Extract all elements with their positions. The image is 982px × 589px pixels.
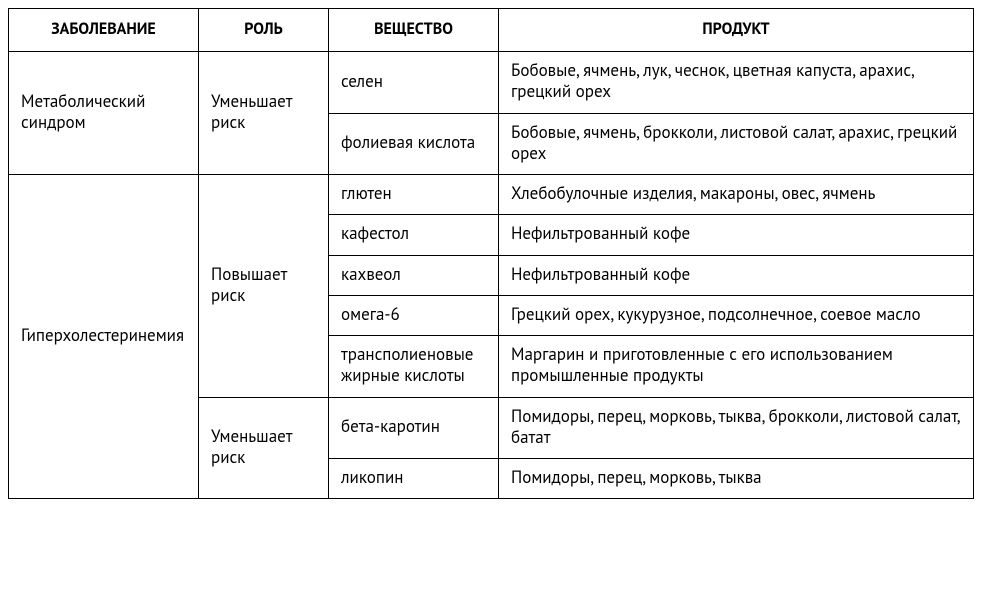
cell-product: Нефильтрованный кофе bbox=[499, 255, 974, 295]
cell-substance: селен bbox=[329, 52, 499, 114]
cell-substance: бета-каротин bbox=[329, 397, 499, 459]
cell-product: Помидоры, перец, морковь, тыква, броккол… bbox=[499, 397, 974, 459]
cell-disease: Гиперхолестери­немия bbox=[9, 175, 199, 499]
table-body: Метаболический синдром Уменьшает риск се… bbox=[9, 52, 974, 499]
table-row: Метаболический синдром Уменьшает риск се… bbox=[9, 52, 974, 114]
cell-substance: омега-6 bbox=[329, 295, 499, 335]
cell-product: Грецкий орех, кукурузное, подсолнечное, … bbox=[499, 295, 974, 335]
cell-disease: Метаболический синдром bbox=[9, 52, 199, 175]
cell-substance: трансполиено­вые жирные кислоты bbox=[329, 336, 499, 398]
cell-role: Уменьшает риск bbox=[199, 397, 329, 499]
cell-substance: кахвеол bbox=[329, 255, 499, 295]
cell-product: Помидоры, перец, морковь, тыква bbox=[499, 459, 974, 499]
col-header-product: ПРОДУКТ bbox=[499, 9, 974, 52]
cell-substance: фолиевая кислота bbox=[329, 113, 499, 175]
nutrition-risk-table: ЗАБОЛЕВАНИЕ РОЛЬ ВЕЩЕСТВО ПРОДУКТ Метабо… bbox=[8, 8, 974, 499]
table-header-row: ЗАБОЛЕВАНИЕ РОЛЬ ВЕЩЕСТВО ПРОДУКТ bbox=[9, 9, 974, 52]
cell-product: Бобовые, ячмень, брокколи, листовой сала… bbox=[499, 113, 974, 175]
cell-substance: глютен bbox=[329, 175, 499, 215]
cell-substance: ликопин bbox=[329, 459, 499, 499]
cell-substance: кафестол bbox=[329, 215, 499, 255]
cell-role: Повышает риск bbox=[199, 175, 329, 398]
cell-product: Маргарин и приготовленные с его использо… bbox=[499, 336, 974, 398]
table-row: Гиперхолестери­немия Повышает риск глюте… bbox=[9, 175, 974, 215]
cell-product: Нефильтрованный кофе bbox=[499, 215, 974, 255]
col-header-substance: ВЕЩЕСТВО bbox=[329, 9, 499, 52]
col-header-role: РОЛЬ bbox=[199, 9, 329, 52]
col-header-disease: ЗАБОЛЕВАНИЕ bbox=[9, 9, 199, 52]
table-header: ЗАБОЛЕВАНИЕ РОЛЬ ВЕЩЕСТВО ПРОДУКТ bbox=[9, 9, 974, 52]
cell-product: Хлебобулочные изделия, макароны, овес, я… bbox=[499, 175, 974, 215]
cell-product: Бобовые, ячмень, лук, чеснок, цветная ка… bbox=[499, 52, 974, 114]
cell-role: Уменьшает риск bbox=[199, 52, 329, 175]
